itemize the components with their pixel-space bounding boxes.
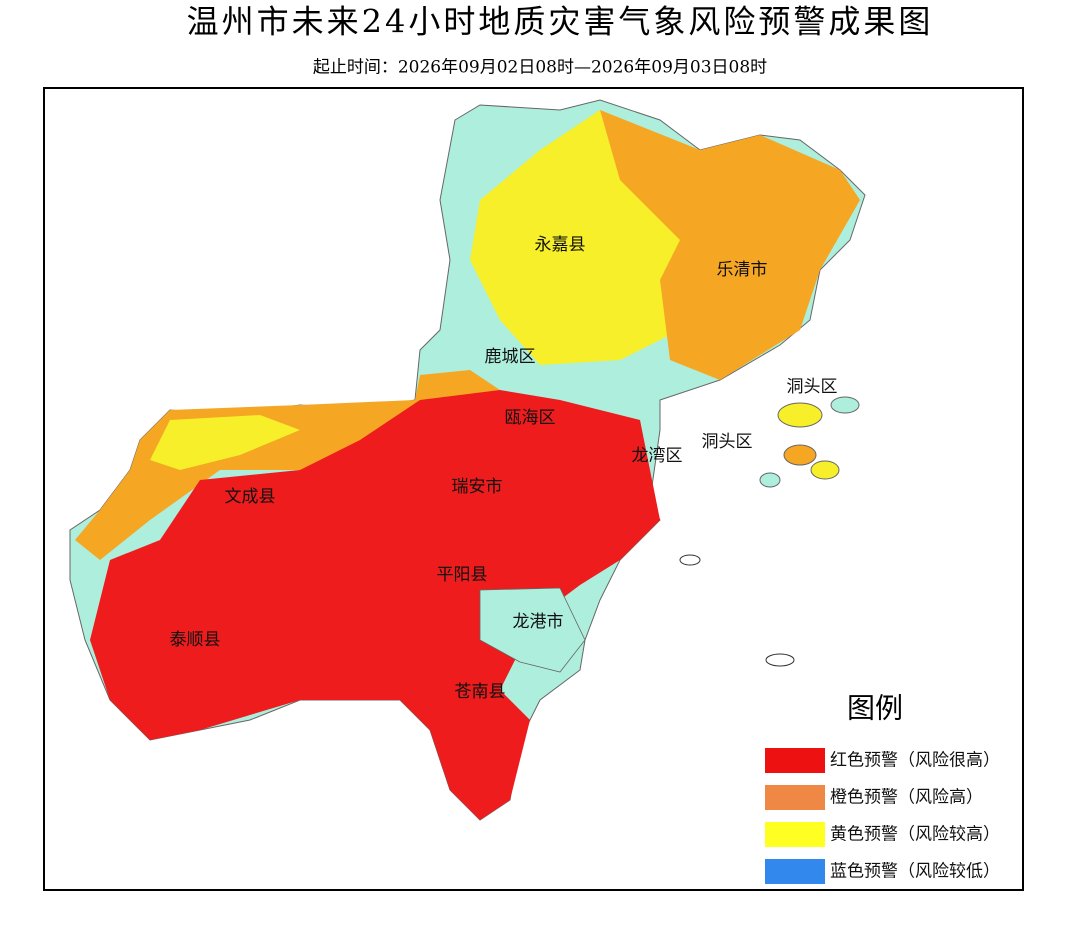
legend-swatch bbox=[765, 859, 825, 884]
legend-label: 黄色预警（风险较高） bbox=[830, 825, 1000, 845]
island bbox=[783, 444, 817, 466]
region-label: 苍南县 bbox=[455, 682, 506, 702]
region-label: 瓯海区 bbox=[505, 408, 556, 428]
legend-swatch bbox=[765, 822, 825, 847]
region-label: 文成县 bbox=[225, 487, 276, 507]
island bbox=[810, 460, 840, 480]
region-label: 鹿城区 bbox=[485, 347, 536, 367]
region-label: 洞头区 bbox=[787, 377, 838, 397]
cyan-zone bbox=[479, 587, 586, 673]
subtitle: 起止时间：2026年09月02日08时—2026年09月03日08时 bbox=[313, 58, 767, 78]
yellow-zone bbox=[150, 415, 300, 470]
region-label: 龙港市 bbox=[513, 612, 564, 632]
red-zone bbox=[90, 390, 660, 820]
legend: 图例 红色预警（风险很高） 橙色预警（风险高） 黄色预警（风险较高） 蓝色预警（风险较… bbox=[765, 692, 1000, 884]
region-label: 平阳县 bbox=[437, 565, 488, 585]
region-label: 洞头区 bbox=[702, 432, 753, 452]
legend-label: 蓝色预警（风险较低） bbox=[830, 862, 1000, 882]
region-label: 龙湾区 bbox=[632, 446, 683, 466]
legend-swatch bbox=[765, 748, 825, 773]
legend-title: 图例 bbox=[847, 692, 903, 725]
legend-label: 红色预警（风险很高） bbox=[830, 751, 1000, 771]
region-label: 永嘉县 bbox=[535, 235, 586, 255]
legend-label: 橙色预警（风险高） bbox=[830, 788, 983, 808]
region-label: 乐清市 bbox=[717, 260, 768, 280]
map-land bbox=[69, 99, 866, 821]
orange-zone bbox=[600, 110, 860, 380]
region-label: 泰顺县 bbox=[170, 630, 221, 650]
legend-swatch bbox=[765, 785, 825, 810]
region-label: 瑞安市 bbox=[452, 477, 503, 497]
island bbox=[777, 402, 823, 428]
island bbox=[759, 472, 781, 488]
title: 温州市未来24小时地质灾害气象风险预警成果图 bbox=[187, 3, 934, 41]
island bbox=[765, 653, 795, 667]
island bbox=[830, 396, 860, 414]
island bbox=[679, 554, 701, 566]
